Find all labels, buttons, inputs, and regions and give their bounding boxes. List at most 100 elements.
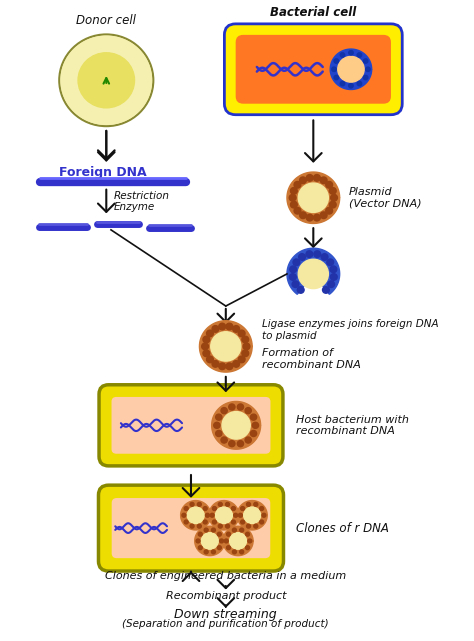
- Circle shape: [219, 503, 222, 506]
- Circle shape: [219, 524, 222, 528]
- Circle shape: [330, 266, 337, 272]
- Circle shape: [364, 76, 368, 79]
- Circle shape: [237, 404, 244, 410]
- Circle shape: [290, 274, 296, 280]
- Circle shape: [226, 524, 229, 528]
- Circle shape: [201, 533, 218, 549]
- Text: Ligase enzymes joins foreign DNA
to plasmid: Ligase enzymes joins foreign DNA to plas…: [262, 319, 438, 341]
- Text: Down streaming: Down streaming: [174, 608, 277, 621]
- Circle shape: [241, 506, 245, 510]
- Circle shape: [240, 550, 244, 554]
- Circle shape: [212, 506, 216, 510]
- Circle shape: [205, 513, 210, 517]
- Circle shape: [349, 51, 353, 55]
- Circle shape: [187, 507, 204, 524]
- Circle shape: [198, 545, 202, 549]
- Circle shape: [260, 506, 264, 510]
- Text: Host bacterium with
recombinant DNA: Host bacterium with recombinant DNA: [296, 415, 409, 436]
- Polygon shape: [181, 501, 211, 530]
- Text: Donor cell: Donor cell: [76, 14, 136, 27]
- Circle shape: [322, 287, 329, 293]
- Circle shape: [204, 550, 208, 554]
- Circle shape: [293, 259, 300, 265]
- FancyBboxPatch shape: [111, 397, 271, 454]
- Circle shape: [232, 528, 237, 532]
- Circle shape: [260, 520, 264, 524]
- Circle shape: [207, 330, 213, 337]
- Circle shape: [234, 513, 237, 517]
- Circle shape: [182, 513, 186, 517]
- Circle shape: [328, 281, 335, 288]
- Circle shape: [340, 81, 345, 86]
- Text: Recombinant product: Recombinant product: [165, 591, 286, 601]
- Circle shape: [332, 67, 336, 72]
- Circle shape: [334, 76, 338, 79]
- Circle shape: [246, 503, 250, 506]
- Circle shape: [300, 177, 306, 183]
- Circle shape: [229, 533, 246, 549]
- Circle shape: [221, 437, 227, 443]
- Circle shape: [330, 49, 372, 90]
- Circle shape: [222, 412, 250, 439]
- Circle shape: [313, 174, 320, 181]
- Circle shape: [250, 431, 256, 437]
- Circle shape: [231, 506, 236, 510]
- Polygon shape: [237, 501, 267, 530]
- Circle shape: [197, 524, 201, 528]
- Circle shape: [329, 188, 336, 194]
- Circle shape: [243, 343, 250, 350]
- Circle shape: [349, 83, 353, 88]
- Circle shape: [244, 507, 261, 524]
- Circle shape: [252, 422, 258, 428]
- Circle shape: [204, 528, 208, 532]
- Circle shape: [227, 532, 230, 536]
- Circle shape: [202, 343, 209, 350]
- Circle shape: [211, 528, 215, 532]
- Polygon shape: [330, 49, 372, 90]
- Circle shape: [203, 506, 207, 510]
- Polygon shape: [200, 320, 252, 372]
- Text: Foreign DNA: Foreign DNA: [59, 165, 147, 179]
- Polygon shape: [287, 248, 340, 294]
- Circle shape: [321, 254, 328, 260]
- Circle shape: [338, 56, 364, 82]
- Text: Restriction
Enzyme: Restriction Enzyme: [114, 190, 170, 212]
- Polygon shape: [209, 501, 239, 530]
- Circle shape: [298, 183, 328, 212]
- Circle shape: [218, 532, 221, 536]
- Circle shape: [190, 524, 194, 528]
- Circle shape: [320, 212, 327, 219]
- Circle shape: [250, 414, 256, 420]
- FancyBboxPatch shape: [112, 498, 270, 558]
- Circle shape: [331, 194, 337, 201]
- Circle shape: [214, 422, 220, 428]
- Circle shape: [190, 503, 194, 506]
- Circle shape: [216, 507, 232, 524]
- Circle shape: [229, 404, 235, 410]
- Circle shape: [300, 212, 306, 219]
- Circle shape: [196, 539, 200, 543]
- Circle shape: [313, 214, 320, 221]
- Circle shape: [198, 532, 202, 536]
- Circle shape: [226, 503, 229, 506]
- Circle shape: [91, 65, 121, 95]
- Circle shape: [291, 201, 297, 208]
- Circle shape: [306, 174, 313, 181]
- Circle shape: [327, 259, 334, 265]
- Circle shape: [326, 181, 333, 188]
- Circle shape: [59, 35, 154, 126]
- Circle shape: [292, 281, 299, 288]
- Circle shape: [245, 408, 251, 413]
- Circle shape: [218, 545, 221, 549]
- Circle shape: [357, 53, 362, 57]
- Circle shape: [245, 437, 251, 443]
- Circle shape: [329, 201, 336, 208]
- Circle shape: [294, 181, 301, 188]
- Polygon shape: [223, 526, 253, 556]
- Circle shape: [314, 251, 320, 258]
- Text: Plasmid
(Vector DNA): Plasmid (Vector DNA): [349, 187, 422, 208]
- Circle shape: [203, 336, 210, 343]
- Circle shape: [330, 274, 337, 280]
- Circle shape: [229, 440, 235, 447]
- Text: Bacterial cell: Bacterial cell: [270, 6, 356, 19]
